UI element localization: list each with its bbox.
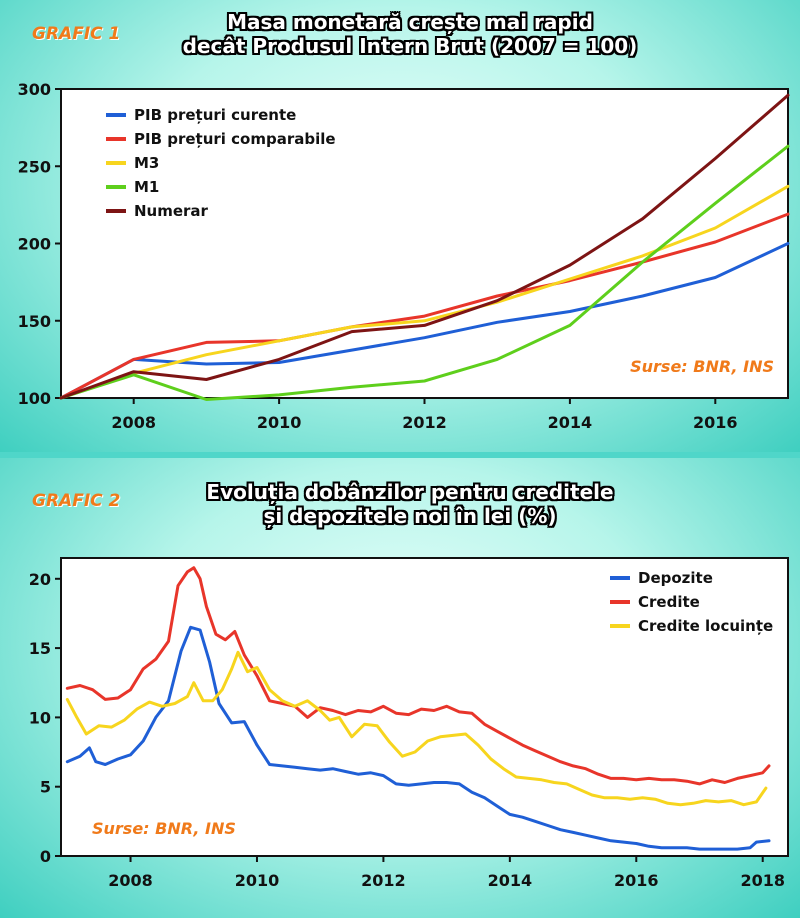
chart-panel-1: GRAFIC 1 Masa monetară crește mai rapid …: [0, 0, 800, 452]
series-line: [59, 93, 790, 400]
x-tick-label: 2010: [235, 871, 280, 890]
series-line: [65, 566, 771, 786]
chart-tag: GRAFIC 1: [32, 24, 121, 44]
legend-label: Numerar: [134, 202, 209, 220]
y-tick-label: 20: [29, 570, 51, 589]
series-line: [59, 212, 790, 400]
legend-label: Depozite: [638, 569, 713, 587]
y-tick-label: 300: [18, 80, 51, 99]
chart-title: Evoluția dobânzilor pentru creditele și …: [90, 480, 730, 528]
x-tick-label: 2010: [257, 413, 302, 432]
source-note: Surse: BNR, INS: [630, 357, 774, 376]
legend-label: Credite locuințe: [638, 617, 773, 635]
chart-tag: GRAFIC 2: [32, 491, 121, 511]
x-tick-label: 2008: [111, 413, 156, 432]
x-tick-label: 2008: [108, 871, 153, 890]
legend-label: M1: [134, 178, 159, 196]
x-tick-label: 2014: [548, 413, 593, 432]
legend-label: PIB prețuri curente: [134, 106, 296, 124]
y-tick-label: 10: [29, 708, 51, 727]
chart-title: Masa monetară crește mai rapid decât Pro…: [90, 10, 730, 58]
series-line: [59, 144, 790, 401]
chart-1-plot: 2008 2010 2012 2014 2016 100 150 200 250 300 PIB p…: [18, 80, 790, 432]
chart-title-line: Masa monetară crește mai rapid: [227, 10, 593, 34]
chart-title-line: decât Produsul Intern Brut (2007 = 100): [182, 34, 638, 58]
chart-title-line: Evoluția dobânzilor pentru creditele: [206, 480, 614, 504]
legend-label: PIB prețuri comparabile: [134, 130, 336, 148]
x-tick-label: 2018: [740, 871, 785, 890]
y-tick-label: 0: [40, 847, 51, 866]
x-tick-label: 2016: [614, 871, 659, 890]
y-tick-label: 100: [18, 389, 51, 408]
y-tick-label: 250: [18, 157, 51, 176]
series-line: [65, 650, 768, 807]
y-tick-label: 15: [29, 639, 51, 658]
chart-title-line: și depozitele noi în lei (%): [263, 504, 557, 528]
x-tick-label: 2016: [693, 413, 738, 432]
source-note: Surse: BNR, INS: [92, 819, 236, 838]
x-tick-label: 2012: [361, 871, 406, 890]
legend-label: M3: [134, 154, 159, 172]
x-tick-label: 2014: [488, 871, 533, 890]
legend-label: Credite: [638, 593, 700, 611]
y-tick-label: 150: [18, 312, 51, 331]
series-line: [65, 625, 771, 851]
chart-2-plot: 2008 2010 2012 2014 2016 2018 0 5 10 15 20 Depozite…: [29, 557, 789, 890]
chart-panel-2: GRAFIC 2 Evoluția dobânzilor pentru cred…: [0, 458, 800, 918]
y-tick-label: 5: [40, 778, 51, 797]
y-tick-label: 200: [18, 235, 51, 254]
series-line: [59, 242, 790, 400]
x-tick-label: 2012: [402, 413, 447, 432]
series-line: [59, 184, 790, 400]
plot-area: [60, 557, 789, 857]
